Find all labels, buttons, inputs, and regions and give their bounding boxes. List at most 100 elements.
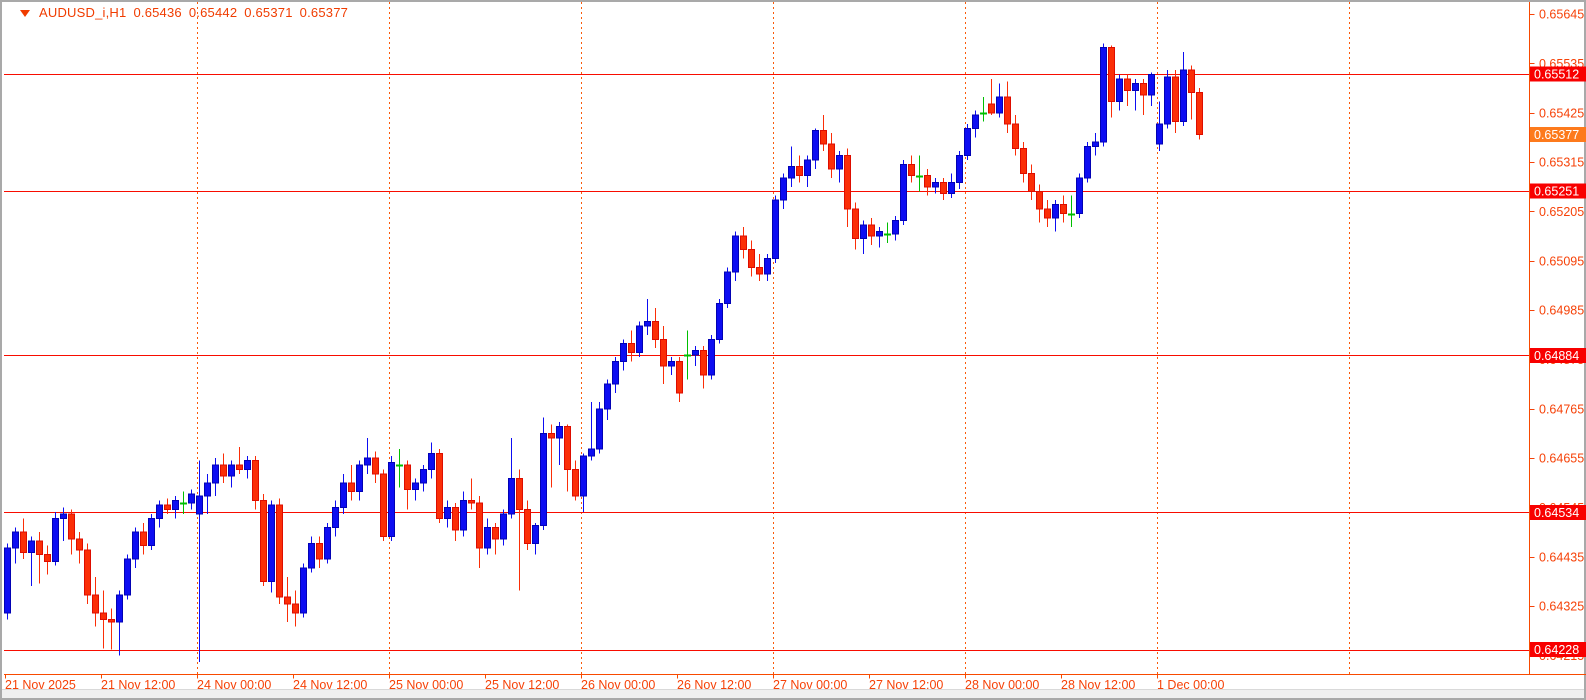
bear-candle-body [796, 166, 803, 177]
level-price-badge [1530, 183, 1586, 199]
bull-candle-body [716, 302, 723, 340]
x-axis-time-label[interactable]: 24 Nov 12:00 [293, 678, 367, 692]
bear-candle-body [828, 143, 835, 170]
y-axis-tick-label[interactable]: 0.64325 [1539, 600, 1584, 614]
bear-candle-body [276, 504, 283, 598]
bull-candle-body [364, 457, 371, 466]
bull-candle-body [580, 455, 587, 497]
bear-candle-body [84, 549, 91, 596]
level-price-badge-value: 0.65251 [1534, 184, 1579, 198]
bull-candle-body [4, 547, 11, 614]
bull-candle-body [996, 96, 1003, 114]
bull-candle-body [500, 513, 507, 540]
bear-candle-body [92, 594, 99, 614]
bear-candle-body [284, 596, 291, 605]
x-axis-time-label[interactable]: 26 Nov 12:00 [677, 678, 751, 692]
y-axis-tick-label[interactable]: 0.65095 [1539, 254, 1584, 268]
bull-candle-body [156, 504, 163, 520]
x-axis-time-label[interactable]: 25 Nov 12:00 [485, 678, 559, 692]
bull-candle-body [268, 504, 275, 582]
y-axis-tick-label[interactable]: 0.64655 [1539, 452, 1584, 466]
bear-candle-body [452, 506, 459, 531]
x-axis-time-label[interactable]: 27 Nov 00:00 [773, 678, 847, 692]
bear-candle-body [36, 540, 43, 556]
bull-candle-body [948, 181, 955, 195]
bear-candle-body [868, 224, 875, 237]
symbol-timeframe-label: AUDUSD_i,H1 [39, 5, 127, 20]
x-axis-time-label[interactable]: 21 Nov 12:00 [101, 678, 175, 692]
bear-candle-body [164, 504, 171, 511]
level-price-badge [1530, 347, 1586, 363]
ohlc-high-value: 0.65442 [188, 5, 238, 20]
x-axis-time-label[interactable]: 24 Nov 00:00 [197, 678, 271, 692]
bear-candle-body [100, 612, 107, 621]
bull-candle-body [212, 464, 219, 484]
bull-candle-body [668, 361, 675, 367]
x-axis-time-label[interactable]: 26 Nov 00:00 [581, 678, 655, 692]
window-bottom-strip [2, 689, 1584, 698]
bull-candle-body [1092, 141, 1099, 147]
current-price-badge [1530, 126, 1586, 142]
bull-candle-body [28, 540, 35, 553]
bull-candle-body [1116, 78, 1123, 103]
x-axis-time-label[interactable]: 28 Nov 00:00 [965, 678, 1039, 692]
bull-candle-body [556, 426, 563, 439]
current-price-badge-value: 0.65377 [1534, 128, 1579, 142]
x-axis-time-label[interactable]: 25 Nov 00:00 [389, 678, 463, 692]
bull-candle-body [420, 468, 427, 484]
x-axis-time-label[interactable]: 28 Nov 12:00 [1061, 678, 1135, 692]
bull-candle-body [964, 127, 971, 156]
bear-candle-body [316, 542, 323, 560]
x-axis-time-label[interactable]: 1 Dec 00:00 [1157, 678, 1224, 692]
bull-candle-body [1052, 204, 1059, 219]
bull-candle-body [116, 594, 123, 623]
bull-candle-body [532, 524, 539, 544]
y-axis-tick-label[interactable]: 0.65315 [1539, 156, 1584, 170]
bull-candle-body [1156, 123, 1163, 145]
level-price-badge-value: 0.64534 [1534, 506, 1579, 520]
bull-candle-body [804, 159, 811, 177]
bear-candle-body [1044, 208, 1051, 219]
bull-candle-body [596, 408, 603, 450]
bull-candle-body [1164, 76, 1171, 125]
y-axis-tick-label[interactable]: 0.65205 [1539, 205, 1584, 219]
bull-candle-body [972, 114, 979, 129]
bear-candle-body [68, 513, 75, 540]
bear-candle-body [492, 527, 499, 540]
bull-candle-body [932, 181, 939, 188]
bear-candle-body [1028, 172, 1035, 192]
x-axis-time-label[interactable]: 27 Nov 12:00 [869, 678, 943, 692]
bull-candle-body [300, 567, 307, 614]
bull-candle-body [228, 464, 235, 477]
bull-candle-body [1148, 74, 1155, 96]
y-axis-tick-label[interactable]: 0.64435 [1539, 550, 1584, 564]
chart-info-line: AUDUSD_i,H1 0.65436 0.65442 0.65371 0.65… [20, 5, 355, 20]
bull-candle-body [836, 154, 843, 170]
y-axis-tick-label[interactable]: 0.64765 [1539, 402, 1584, 416]
bear-candle-body [108, 619, 115, 623]
bull-candle-body [612, 361, 619, 385]
level-price-badge-value: 0.65512 [1534, 67, 1579, 81]
bull-candle-body [244, 459, 251, 470]
bear-candle-body [140, 531, 147, 547]
bull-candle-body [388, 462, 395, 538]
bull-candle-body [444, 506, 451, 520]
level-price-badge-value: 0.64228 [1534, 643, 1579, 657]
bull-candle-body [588, 448, 595, 457]
bull-candle-body [196, 495, 203, 515]
level-price-badge [1530, 642, 1586, 658]
level-price-badge [1530, 504, 1586, 520]
bull-candle-body [636, 325, 643, 354]
bear-candle-body [1124, 78, 1131, 91]
bull-candle-body [876, 231, 883, 237]
y-axis-tick-label[interactable]: 0.65425 [1539, 106, 1584, 120]
bull-candle-body [484, 527, 491, 549]
y-axis-tick-label[interactable]: 0.65645 [1539, 8, 1584, 22]
y-axis-tick-label[interactable]: 0.64985 [1539, 304, 1584, 318]
x-axis-time-label[interactable]: 21 Nov 2025 [5, 678, 76, 692]
bear-candle-body [252, 459, 259, 502]
bull-candle-body [428, 453, 435, 470]
bear-candle-body [220, 464, 227, 477]
bear-candle-body [844, 154, 851, 210]
